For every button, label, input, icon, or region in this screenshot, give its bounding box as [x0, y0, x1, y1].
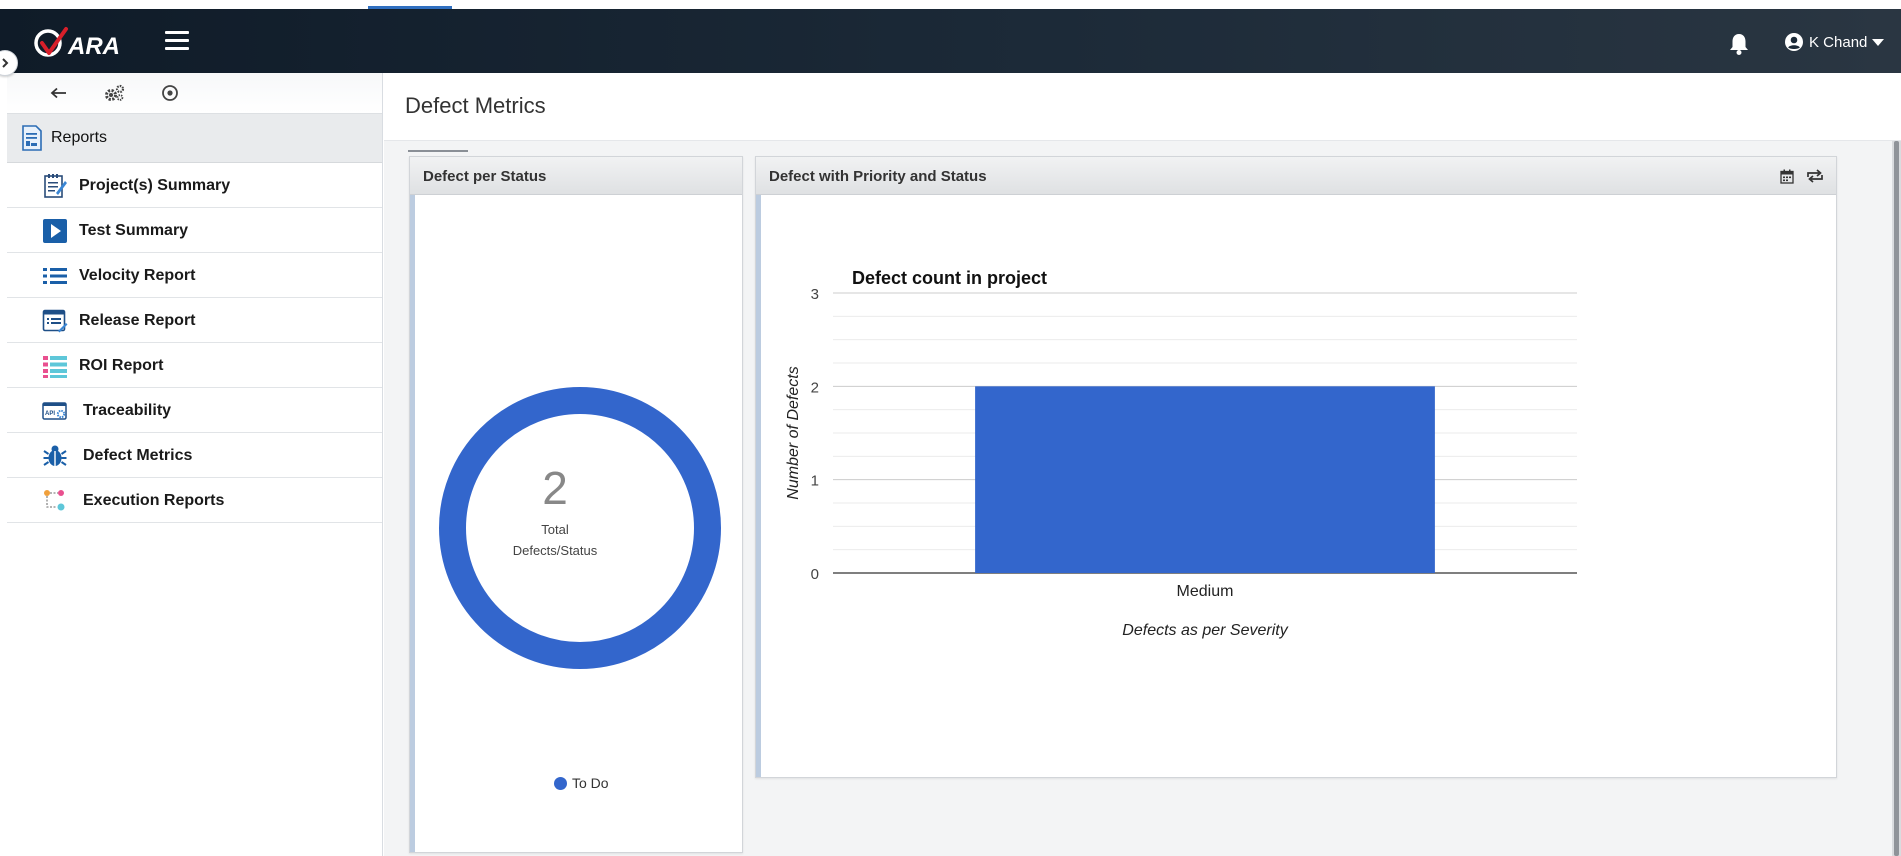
- scrollbar[interactable]: [1892, 141, 1901, 856]
- scrollbar-thumb[interactable]: [1894, 141, 1899, 856]
- qara-logo[interactable]: ARA: [32, 23, 132, 63]
- app-header: ARA K Chand: [0, 9, 1901, 73]
- y-axis-title: Number of Defects: [785, 366, 802, 499]
- api-icon: API: [42, 402, 67, 420]
- legend-label-todo: To Do: [572, 775, 609, 791]
- play-icon: [43, 219, 67, 243]
- sidebar-item-label: Test Summary: [79, 222, 189, 239]
- panel-body: Defect count in project 0 1 2 3 Medium Defect…: [756, 195, 1836, 777]
- page-title: Defect Metrics: [405, 93, 546, 118]
- sidebar-toggle-button[interactable]: [0, 50, 18, 76]
- reports-menu: Project(s) Summary Test Summary Velocity…: [7, 163, 382, 523]
- sidebar-item-label: Defect Metrics: [83, 447, 193, 464]
- sidebar-toolbar: [7, 73, 382, 113]
- sidebar-item-label: Project(s) Summary: [79, 177, 231, 194]
- sidebar-item-defect-metrics[interactable]: Defect Metrics: [7, 433, 382, 478]
- bell-icon[interactable]: [1728, 32, 1752, 56]
- chevron-right-icon: [2, 58, 9, 68]
- panel-title: Defect with Priority and Status: [769, 168, 987, 185]
- sidebar-item-test-summary[interactable]: Test Summary: [7, 208, 382, 253]
- page-header: Defect Metrics: [384, 73, 1901, 141]
- sidebar-item-label: Release Report: [79, 312, 196, 329]
- chart-legend[interactable]: To Do: [554, 775, 609, 791]
- bar-medium[interactable]: [975, 386, 1435, 573]
- y-tick-label: 3: [811, 286, 819, 303]
- bug-icon: [43, 445, 67, 466]
- donut-slice-to-do[interactable]: [439, 387, 721, 669]
- user-menu[interactable]: K Chand: [1784, 30, 1885, 54]
- reports-section-title: Reports: [51, 129, 108, 146]
- roi-icon: [43, 356, 67, 378]
- chart-title: Defect count in project: [852, 268, 1048, 288]
- donut-caption-line1: Total: [541, 522, 569, 537]
- defect-per-status-panel: Defect per Status 2 Total Defects/Status…: [409, 156, 743, 853]
- panel-header: Defect with Priority and Status: [756, 157, 1836, 195]
- y-tick-label: 2: [811, 379, 819, 396]
- list-icon: [43, 268, 67, 284]
- main-content: Defect Metrics Defect per Status 2 Total…: [384, 73, 1901, 856]
- top-strip: [0, 0, 1901, 10]
- sidebar-item-roi-report[interactable]: ROI Report: [7, 343, 382, 388]
- donut-total-value: 2: [542, 462, 568, 514]
- donut-caption-line2: Defects/Status: [512, 543, 598, 558]
- calendar-icon[interactable]: [1778, 167, 1796, 185]
- panel-title: Defect per Status: [423, 168, 547, 185]
- panel-header: Defect per Status: [410, 157, 742, 195]
- svg-text:ARA: ARA: [67, 33, 120, 60]
- sidebar-item-release-report[interactable]: Release Report: [7, 298, 382, 343]
- chevron-down-icon[interactable]: [1872, 38, 1885, 46]
- sidebar-item-velocity-report[interactable]: Velocity Report: [7, 253, 382, 298]
- svg-text:API: API: [45, 411, 55, 417]
- y-tick-label: 1: [811, 473, 819, 490]
- bar-chart: 0 1 2 3 Medium Defects as per Severity Number …: [785, 286, 1577, 639]
- release-list-icon: [42, 309, 68, 333]
- hamburger-menu-icon[interactable]: [165, 31, 189, 51]
- tab-indicator: [408, 150, 468, 152]
- panel-body: 2 Total Defects/Status To Do: [410, 195, 742, 852]
- x-tick-label: Medium: [1177, 583, 1234, 600]
- donut-center-label: 2 Total Defects/Status: [455, 461, 655, 561]
- active-tab-indicator: [368, 6, 452, 10]
- x-axis-title: Defects as per Severity: [1122, 622, 1288, 639]
- sidebar-item-projects-summary[interactable]: Project(s) Summary: [7, 163, 382, 208]
- back-arrow-icon[interactable]: [48, 82, 70, 104]
- report-document-icon: [22, 125, 42, 151]
- flow-icon: [44, 490, 65, 511]
- sidebar-item-label: ROI Report: [79, 357, 164, 374]
- sidebar-item-execution-reports[interactable]: Execution Reports: [7, 478, 382, 523]
- gears-icon[interactable]: [103, 82, 125, 104]
- legend-dot-todo: [554, 776, 567, 790]
- sidebar: Reports Project(s) Summary Test Summary: [7, 73, 383, 856]
- user-avatar-icon: [1785, 33, 1803, 51]
- reports-section-header[interactable]: Reports: [7, 113, 382, 163]
- notepad-icon: [44, 174, 67, 198]
- sidebar-item-label: Traceability: [83, 402, 172, 419]
- defect-priority-status-panel: Defect with Priority and Status: [755, 156, 1837, 778]
- sidebar-item-label: Execution Reports: [83, 492, 225, 509]
- target-icon[interactable]: [159, 82, 181, 104]
- y-tick-label: 0: [811, 566, 819, 583]
- sidebar-item-traceability[interactable]: API Traceability: [7, 388, 382, 433]
- sidebar-item-label: Velocity Report: [79, 267, 196, 284]
- user-name[interactable]: K Chand: [1809, 33, 1868, 51]
- refresh-icon[interactable]: [1806, 167, 1824, 185]
- donut-chart: [439, 387, 721, 669]
